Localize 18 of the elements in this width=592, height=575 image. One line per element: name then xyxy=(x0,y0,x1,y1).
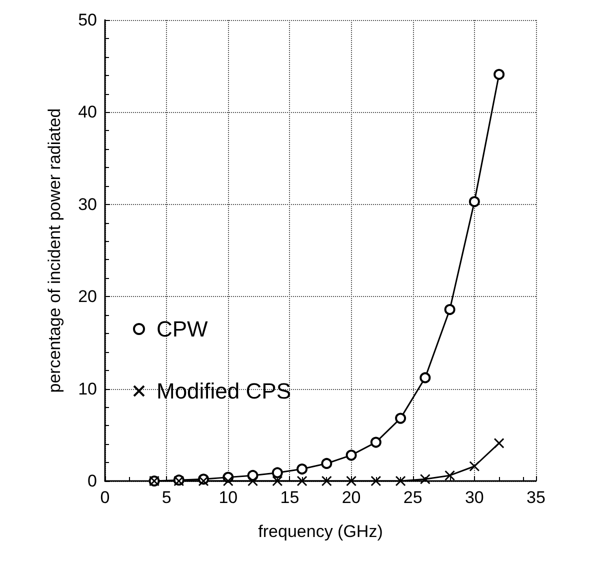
y-tick-label: 50 xyxy=(78,10,97,30)
y-tick-label: 30 xyxy=(78,194,97,214)
y-axis-title: percentage of incident power radiated xyxy=(45,108,64,393)
y-tick-label: 40 xyxy=(78,102,97,122)
x-tick-label: 0 xyxy=(100,488,110,507)
x-tick-label: 35 xyxy=(526,488,546,507)
x-tick-label: 30 xyxy=(464,488,484,507)
x-tick-label: 5 xyxy=(162,488,172,507)
legend-label: Modified CPS xyxy=(156,378,292,404)
x-tick-label: 10 xyxy=(218,488,238,507)
x-axis-title: frequency (GHz) xyxy=(258,522,383,541)
y-tick-label: 0 xyxy=(88,472,97,490)
y-tick-label: 20 xyxy=(78,287,97,306)
x-tick-label: 15 xyxy=(280,488,300,507)
y-tick-label: 10 xyxy=(78,379,97,398)
legend-label: CPW xyxy=(156,316,208,342)
x-tick-label: 25 xyxy=(403,488,422,507)
x-tick-label: 20 xyxy=(342,488,361,507)
